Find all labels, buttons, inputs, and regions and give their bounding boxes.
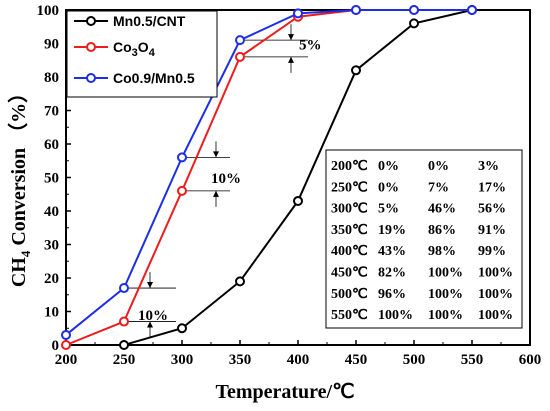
y-tick-label: 100 — [37, 3, 60, 19]
annot-label: 10% — [138, 308, 168, 324]
table-value: 82% — [378, 266, 406, 281]
data-point-co3o4 — [119, 316, 129, 327]
conversion-table: 200℃ 0% 0% 3% 250℃ 0% 7% 17% 300℃ 5% 46% 56% 350℃ 19%… — [325, 149, 523, 329]
legend-label-co-mn: Co0.9/Mn0.5 — [113, 70, 195, 86]
table-temperature: 450℃ — [331, 266, 368, 281]
table-value: 91% — [478, 223, 506, 238]
table-value: 19% — [378, 223, 406, 238]
y-tick-label: 70 — [44, 104, 59, 120]
x-tick-label: 600 — [519, 352, 542, 368]
x-tick-label: 550 — [461, 352, 484, 368]
table-box — [325, 149, 523, 329]
data-point-co-mn — [235, 35, 245, 46]
table-value: 0% — [428, 159, 449, 174]
table-temperature: 300℃ — [331, 202, 368, 217]
x-tick-label: 200 — [55, 352, 78, 368]
difference-annotations: 5% 10% 10% — [120, 24, 322, 338]
data-point-co3o4 — [61, 340, 71, 350]
table-value: 96% — [378, 287, 406, 302]
table-rows: 200℃ 0% 0% 3% 250℃ 0% 7% 17% 300℃ 5% 46% 56% 350℃ 19%… — [331, 159, 513, 323]
legend-marker-co-mn — [86, 73, 96, 83]
x-tick-label: 300 — [171, 352, 194, 368]
y-tick-label: 80 — [44, 70, 59, 86]
table-value: 3% — [478, 159, 499, 174]
x-tick-label: 400 — [287, 352, 310, 368]
table-temperature: 550℃ — [331, 308, 368, 323]
data-point-mn — [351, 65, 361, 76]
y-tick-label: 40 — [44, 204, 59, 220]
data-point-co3o4 — [235, 51, 245, 62]
data-point-mn — [177, 323, 187, 334]
table-value: 7% — [428, 180, 449, 195]
table-value: 43% — [378, 244, 406, 259]
series-layer — [61, 5, 477, 350]
x-axis-title: Temperature/℃ — [215, 381, 354, 403]
table-value: 46% — [428, 202, 456, 217]
table-value: 0% — [378, 180, 399, 195]
annot-arrowhead — [147, 282, 153, 289]
table-value: 0% — [378, 159, 399, 174]
table-value: 100% — [478, 308, 513, 323]
table-value: 100% — [378, 308, 413, 323]
legend: Mn0.5/CNT Co3O4 Co0.9/Mn0.5 — [66, 10, 218, 98]
data-point-mn — [409, 18, 419, 29]
table-temperature: 250℃ — [331, 180, 368, 195]
data-point-co-mn — [61, 329, 71, 340]
y-tick-label: 50 — [44, 171, 59, 187]
annot-arrowhead — [213, 190, 219, 197]
data-point-co-mn — [467, 5, 477, 15]
data-point-co-mn — [119, 283, 129, 294]
annot-label: 10% — [211, 171, 241, 187]
annot-arrowhead — [147, 321, 153, 328]
annot-arrowhead — [288, 56, 294, 63]
legend-marker-co3o4 — [86, 42, 96, 52]
table-value: 100% — [428, 287, 463, 302]
table-value: 100% — [428, 266, 463, 281]
y-tick-label: 0 — [52, 338, 60, 354]
annot-label: 5% — [299, 38, 322, 54]
y-tick-label: 30 — [44, 238, 59, 254]
y-tick-label: 20 — [44, 271, 59, 287]
table-value: 98% — [428, 244, 456, 259]
data-point-co-mn — [351, 5, 361, 15]
data-point-co3o4 — [177, 185, 187, 196]
data-point-mn — [119, 340, 129, 350]
annot-arrowhead — [288, 34, 294, 41]
table-value: 100% — [428, 308, 463, 323]
y-tick-label: 60 — [44, 137, 59, 153]
legend-marker-mn — [86, 16, 96, 26]
data-point-mn — [293, 195, 303, 206]
annot-arrowhead — [213, 151, 219, 158]
y-tick-label: 10 — [44, 305, 59, 321]
x-tick-label: 250 — [113, 352, 136, 368]
table-temperature: 400℃ — [331, 244, 368, 259]
table-value: 86% — [428, 223, 456, 238]
legend-label-co3o4: Co3O4 — [113, 39, 156, 59]
x-tick-label: 450 — [345, 352, 368, 368]
data-point-mn — [235, 276, 245, 287]
data-point-co-mn — [409, 5, 419, 15]
axis-ticks: 200 250 300 350 400 450 500 550 600 0 10 20 30 40 50 60… — [37, 3, 542, 368]
data-point-co-mn — [177, 152, 187, 163]
table-value: 100% — [478, 287, 513, 302]
series-line-co-mn — [65, 9, 472, 336]
table-value: 56% — [478, 202, 506, 217]
data-point-co-mn — [293, 8, 303, 19]
table-value: 100% — [478, 266, 513, 281]
legend-label-mn: Mn0.5/CNT — [113, 13, 186, 29]
table-value: 5% — [378, 202, 399, 217]
y-tick-label: 90 — [44, 37, 59, 53]
x-tick-label: 350 — [229, 352, 252, 368]
table-temperature: 200℃ — [331, 159, 368, 174]
table-temperature: 350℃ — [331, 223, 368, 238]
table-value: 17% — [478, 180, 506, 195]
y-axis-title: CH4 Conversion （%） — [7, 83, 33, 287]
table-value: 99% — [478, 244, 506, 259]
x-tick-label: 500 — [403, 352, 426, 368]
table-temperature: 500℃ — [331, 287, 368, 302]
